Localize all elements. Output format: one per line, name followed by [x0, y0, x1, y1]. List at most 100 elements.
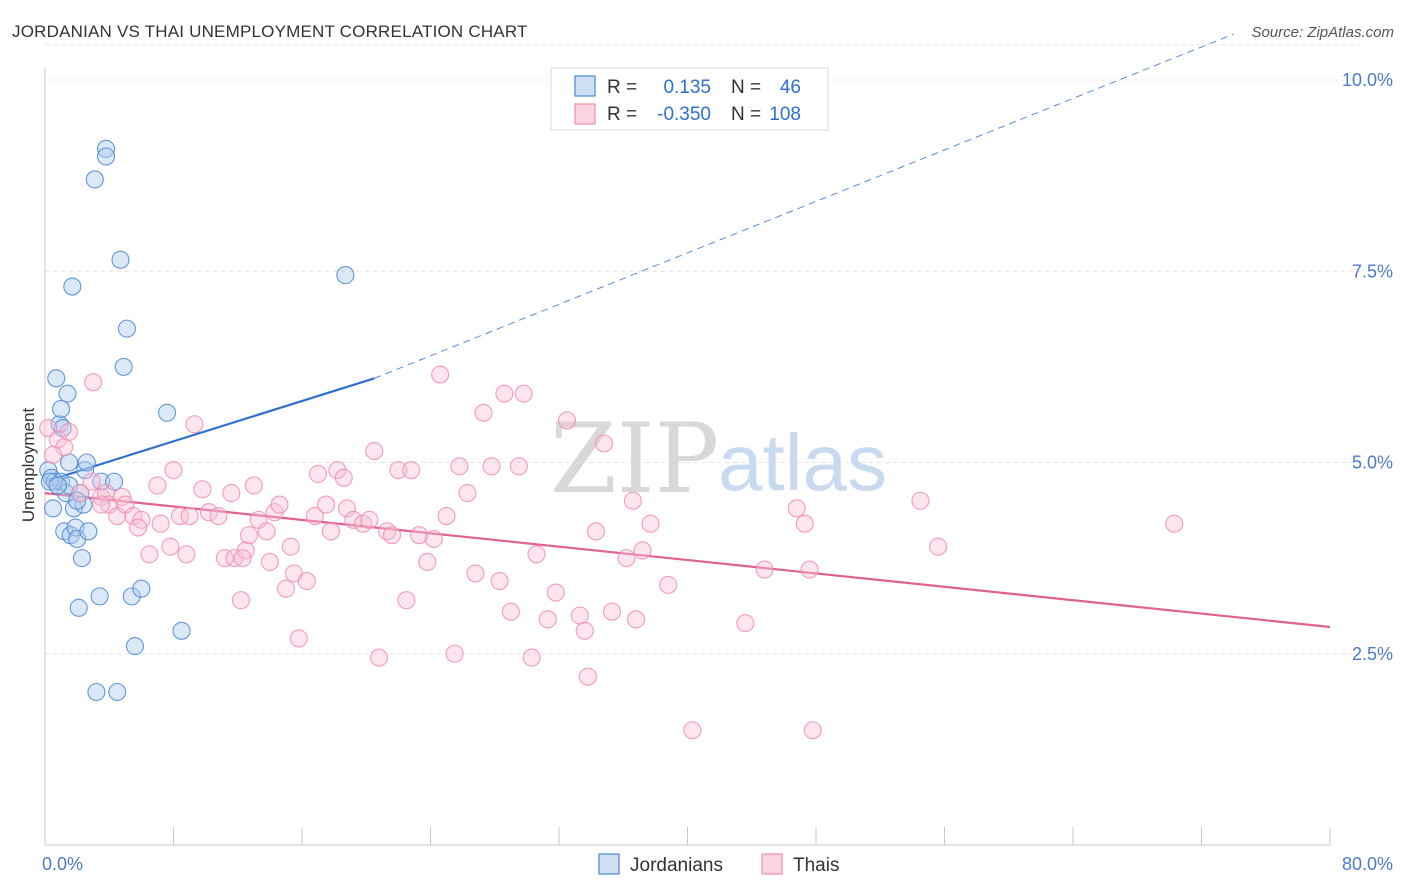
- thais-point-27: [222, 484, 241, 503]
- thais-point-91: [641, 514, 660, 533]
- thais-point-76: [522, 648, 541, 667]
- thais-point-104: [60, 422, 79, 441]
- thais-point-96: [787, 499, 806, 518]
- jordanians-point-25: [85, 170, 104, 189]
- thais-point-42: [297, 572, 316, 591]
- bottom-legend-jordanians: Jordanians: [630, 855, 723, 876]
- jordanians-point-29: [96, 139, 116, 158]
- thais-point-89: [627, 610, 646, 629]
- jordanians-point-28: [92, 472, 111, 491]
- thais-point-18: [164, 461, 183, 480]
- thais-point-77: [527, 545, 546, 564]
- legend-swatch-jordanians: [574, 75, 596, 97]
- correlation-legend: R = 0.135 N = 46 R = -0.350 N = 108: [550, 67, 829, 131]
- thais-point-72: [495, 384, 514, 403]
- thais-point-92: [659, 575, 678, 594]
- legend-r-value-2: -0.350: [657, 104, 711, 125]
- thais-point-105: [92, 495, 111, 514]
- thais-point-39: [281, 537, 300, 556]
- y-tick-label-0: 2.5%: [1352, 644, 1393, 664]
- thais-point-63: [431, 365, 450, 384]
- thais-point-56: [382, 526, 402, 545]
- thais-point-71: [490, 572, 509, 591]
- legend-n-value-2: 108: [769, 104, 801, 125]
- legend-r-value-1: 0.135: [663, 77, 711, 98]
- thais-point-50: [344, 510, 363, 529]
- thais-point-103: [43, 445, 63, 464]
- thais-point-38: [276, 579, 295, 598]
- bottom-legend-thais: Thais: [793, 855, 839, 876]
- y-tick-label-3: 10.0%: [1342, 70, 1393, 90]
- thais-point-14: [140, 545, 159, 564]
- thais-point-26: [215, 549, 234, 568]
- trend-line-jordanians-extension: [374, 33, 1234, 379]
- trend-lines: [44, 33, 1331, 629]
- thais-point-31: [239, 526, 259, 545]
- thais-point-78: [538, 610, 557, 629]
- thais-point-80: [557, 411, 577, 430]
- jordanians-point-22: [76, 461, 95, 480]
- jordanians-point-35: [117, 319, 136, 338]
- jordanians-point-10: [58, 384, 77, 403]
- thais-point-19: [170, 506, 189, 526]
- thais-point-107: [233, 549, 252, 568]
- thais-point-75: [514, 384, 533, 403]
- thais-point-88: [623, 491, 642, 510]
- y-axis-label: Unemployment: [19, 408, 38, 523]
- thais-point-87: [617, 549, 636, 568]
- thais-point-73: [501, 602, 520, 621]
- jordanians-point-41: [336, 266, 355, 285]
- jordanians-point-33: [111, 250, 130, 269]
- jordanians-point-40: [172, 621, 191, 640]
- thais-point-98: [800, 560, 819, 579]
- trend-line-jordanians: [44, 377, 375, 483]
- thais-point-101: [929, 537, 948, 556]
- bottom-swatch-jordanians: [598, 853, 620, 875]
- jordanians-point-7: [52, 399, 71, 419]
- jordanians-point-24: [79, 522, 98, 541]
- thais-point-37: [270, 495, 289, 514]
- thais-point-57: [389, 461, 408, 480]
- thais-point-68: [466, 564, 485, 583]
- watermark-atlas: atlas: [718, 418, 887, 507]
- thais-point-66: [450, 457, 469, 476]
- thais-point-97: [795, 514, 814, 533]
- jordanians-point-26: [87, 682, 106, 702]
- jordanians-point-43: [48, 476, 67, 495]
- jordanians-point-20: [72, 549, 91, 568]
- legend-n-label-2: N =: [731, 104, 761, 125]
- thais-point-84: [586, 522, 605, 541]
- jordanians-point-34: [114, 357, 133, 376]
- legend-swatch-thais: [574, 103, 596, 125]
- thais-point-95: [755, 560, 774, 579]
- thais-point-25: [209, 506, 228, 526]
- legend-r-label-2: R =: [607, 104, 637, 125]
- bottom-swatch-thais: [761, 853, 783, 875]
- x-tick-label-min: 0.0%: [42, 854, 83, 874]
- thais-point-58: [397, 591, 416, 610]
- thais-point-81: [570, 606, 589, 625]
- series-thais: [39, 365, 1184, 740]
- thais-point-70: [482, 457, 501, 476]
- thais-point-83: [578, 667, 597, 686]
- thais-point-43: [305, 506, 324, 526]
- thais-point-74: [509, 457, 528, 476]
- source-credit: Source: ZipAtlas.com: [1251, 24, 1394, 41]
- watermark: ZIP atlas: [550, 403, 887, 515]
- y-tick-label-1: 5.0%: [1352, 453, 1393, 473]
- thais-point-24: [199, 503, 218, 522]
- thais-point-34: [257, 522, 276, 541]
- thais-point-44: [309, 464, 328, 484]
- legend-n-label-1: N =: [731, 77, 761, 98]
- thais-point-67: [458, 484, 477, 503]
- jordanians-point-32: [108, 682, 127, 702]
- jordanians-point-36: [122, 587, 141, 606]
- series-legend: Jordanians Thais: [598, 853, 839, 876]
- chart-title: JORDANIAN VS THAI UNEMPLOYMENT CORRELATI…: [12, 22, 528, 41]
- thais-point-45: [317, 495, 336, 514]
- data-points: [39, 139, 1184, 740]
- thais-point-94: [736, 614, 755, 633]
- thais-point-32: [244, 476, 263, 495]
- thais-point-47: [328, 461, 347, 480]
